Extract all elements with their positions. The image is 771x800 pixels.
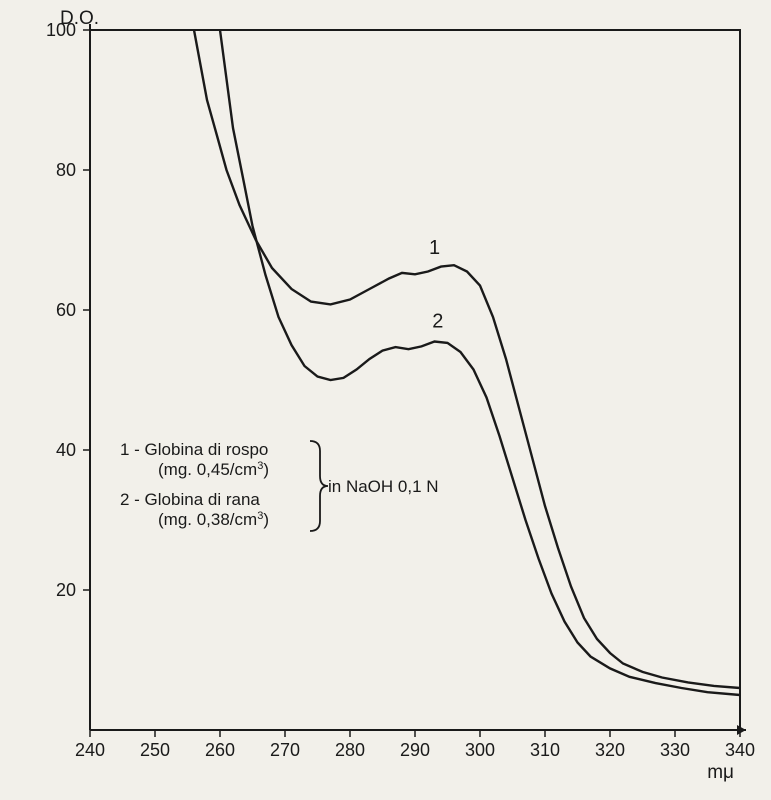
legend-subline: (mg. 0,45/cm3) [158,460,269,479]
x-tick-label: 270 [270,740,300,760]
y-tick-label: 80 [56,160,76,180]
x-tick-label: 320 [595,740,625,760]
y-axis-title: D.O. [60,8,99,29]
plot-frame [90,30,740,730]
y-tick-label: 40 [56,440,76,460]
legend-line: 1 - Globina di rospo [120,440,268,459]
x-tick-label: 280 [335,740,365,760]
x-tick-label: 250 [140,740,170,760]
y-tick-label: 20 [56,580,76,600]
legend-subline: (mg. 0,38/cm3) [158,510,269,529]
chart-svg: 2040608010024025026027028029030031032033… [0,0,771,800]
legend-solvent: in NaOH 0,1 N [328,477,439,496]
x-axis-title: mμ [707,762,734,783]
legend-brace [310,441,328,531]
series-label-1: 1 [429,237,440,259]
x-axis-arrow [737,725,746,735]
x-tick-label: 240 [75,740,105,760]
x-tick-label: 310 [530,740,560,760]
y-tick-label: 60 [56,300,76,320]
x-tick-label: 290 [400,740,430,760]
x-tick-label: 330 [660,740,690,760]
chart-page: 2040608010024025026027028029030031032033… [0,0,771,800]
x-tick-label: 300 [465,740,495,760]
x-tick-label: 340 [725,740,755,760]
series-curve-2 [220,30,740,695]
series-label-2: 2 [432,311,443,333]
x-tick-label: 260 [205,740,235,760]
legend-line: 2 - Globina di rana [120,490,260,509]
